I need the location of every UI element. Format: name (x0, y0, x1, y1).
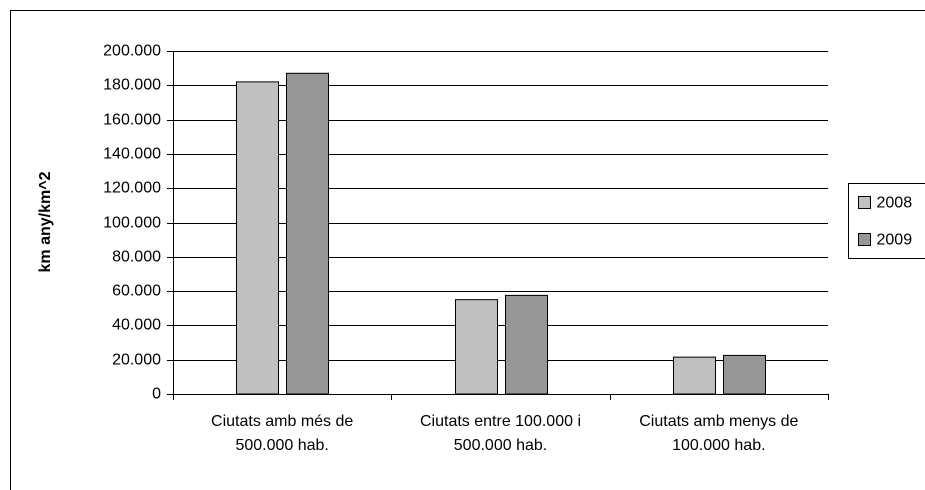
x-tick-label: Ciutats entre 100.000 i 500.000 hab. (420, 413, 581, 454)
legend-label: 2009 (877, 232, 913, 249)
bar (673, 356, 716, 395)
y-tick-label: 140.000 (103, 146, 161, 163)
y-axis-label: km any/km^2 (37, 171, 54, 272)
x-tick-label: Ciutats amb menys de 100.000 hab. (639, 413, 799, 454)
legend-swatch (858, 233, 871, 246)
legend-label: 2008 (877, 195, 913, 212)
y-tick-label: 200.000 (103, 43, 161, 60)
bar (723, 354, 766, 395)
bar (505, 294, 548, 395)
chart-border (10, 10, 925, 490)
y-tick-label: 0 (152, 386, 161, 403)
y-tick-label: 180.000 (103, 77, 161, 94)
bar (236, 81, 279, 395)
y-tick-label: 120.000 (103, 180, 161, 197)
y-tick-label: 80.000 (112, 249, 161, 266)
bar (286, 72, 329, 395)
bar (455, 299, 498, 395)
x-tick-label: Ciutats amb més de 500.000 hab. (211, 413, 354, 454)
y-tick-label: 40.000 (112, 317, 161, 334)
legend-swatch (858, 196, 871, 209)
y-tick-label: 20.000 (112, 352, 161, 369)
y-tick-label: 100.000 (103, 215, 161, 232)
y-tick-label: 160.000 (103, 112, 161, 129)
y-tick-label: 60.000 (112, 283, 161, 300)
